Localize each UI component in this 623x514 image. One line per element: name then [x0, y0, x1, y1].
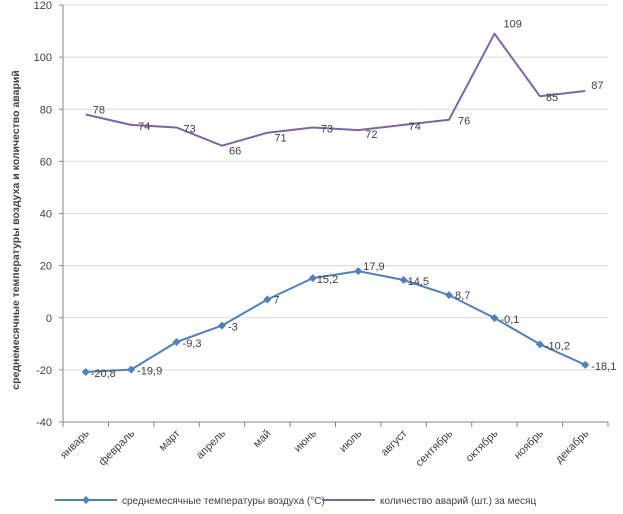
data-point-temperature: [263, 295, 272, 304]
data-label-accidents: 71: [274, 133, 286, 145]
x-tick-label: февраль: [97, 427, 138, 468]
y-tick-label: -20: [36, 365, 52, 377]
data-point-temperature: [354, 267, 363, 276]
data-point-temperature: [490, 314, 499, 323]
data-label-temperature: 15,2: [317, 274, 338, 286]
x-tick-label: июнь: [292, 427, 319, 454]
x-tick-label: апрель: [194, 427, 228, 461]
x-tick-label: август: [379, 428, 410, 459]
data-point-temperature: [445, 291, 454, 300]
data-label-accidents: 74: [138, 121, 150, 133]
data-point-temperature: [399, 275, 408, 284]
legend: среднемесячные температуры воздуха (°С) …: [55, 496, 536, 507]
data-label-temperature: 14,5: [408, 276, 429, 288]
data-label-temperature: -20,8: [91, 368, 116, 380]
data-label-accidents: 73: [184, 123, 196, 135]
y-tick-labels: -40 -20 0 20 40 60 80 100 120: [34, 0, 52, 429]
data-point-temperature: [81, 367, 90, 376]
x-tick-label: октябрь: [464, 427, 501, 464]
y-tick-label: 60: [40, 156, 52, 168]
legend-label-temperature: среднемесячные температуры воздуха (°С): [122, 496, 325, 507]
series-line-temperature: [85, 270, 586, 373]
data-label-temperature: 17,9: [363, 261, 384, 273]
data-point-temperature: [308, 274, 317, 283]
x-tick-labels: январь февраль март апрель май июнь июль август…: [58, 427, 592, 469]
data-label-accidents: 73: [321, 123, 333, 135]
data-label-temperature: -0,1: [500, 314, 519, 326]
y-tick-label: 0: [46, 313, 52, 325]
data-label-accidents: 74: [409, 121, 421, 133]
legend-label-accidents: количество аварий (шт.) за месяц: [380, 496, 536, 507]
x-tick-label: март: [157, 428, 183, 454]
y-tick-label: 120: [34, 0, 52, 12]
data-point-temperature: [217, 321, 226, 330]
data-label-accidents: 78: [93, 104, 105, 116]
y-tick-label: 20: [40, 261, 52, 273]
data-label-accidents: 109: [503, 19, 521, 31]
x-tick-label: декабрь: [553, 427, 591, 465]
legend-marker-temperature: [82, 496, 90, 504]
y-axis-label: среднемесячные температуры воздуха и кол…: [10, 70, 22, 390]
data-label-accidents: 66: [229, 146, 241, 158]
gridlines: [63, 4, 608, 371]
data-labels: -20,8 -19,9 -9,3 -3 7 15,2 17,9 14,5 8,7 -0,1 -10,…: [91, 19, 617, 380]
data-label-temperature: -19,9: [137, 366, 162, 378]
data-label-accidents: 72: [365, 129, 377, 141]
x-tick-label: июль: [337, 427, 364, 454]
y-tick-label: -40: [36, 417, 52, 429]
x-tick-label: январь: [58, 427, 92, 461]
y-tick-label: 40: [40, 209, 52, 221]
x-tick-label: ноябрь: [512, 427, 546, 461]
data-point-temperature: [535, 340, 544, 349]
data-label-accidents: 87: [591, 80, 603, 92]
data-point-temperature: [127, 365, 136, 374]
data-label-temperature: 8,7: [455, 290, 470, 302]
data-point-temperature: [172, 337, 181, 346]
series-group: [81, 32, 590, 376]
data-label-temperature: -3: [228, 322, 238, 334]
data-point-temperature: [581, 360, 590, 369]
data-label-temperature: -10,2: [545, 340, 570, 352]
axes: [59, 4, 609, 427]
x-tick-label: май: [251, 428, 274, 451]
x-tick-label: сентябрь: [414, 427, 456, 469]
data-label-accidents: 85: [546, 92, 558, 104]
series-line-accidents: [85, 32, 586, 147]
y-tick-label: 80: [40, 104, 52, 116]
data-label-temperature: -9,3: [183, 338, 202, 350]
data-label-temperature: -18,1: [591, 361, 616, 373]
data-label-temperature: 7: [273, 295, 279, 307]
y-tick-label: 100: [34, 52, 52, 64]
data-label-accidents: 76: [458, 116, 470, 128]
